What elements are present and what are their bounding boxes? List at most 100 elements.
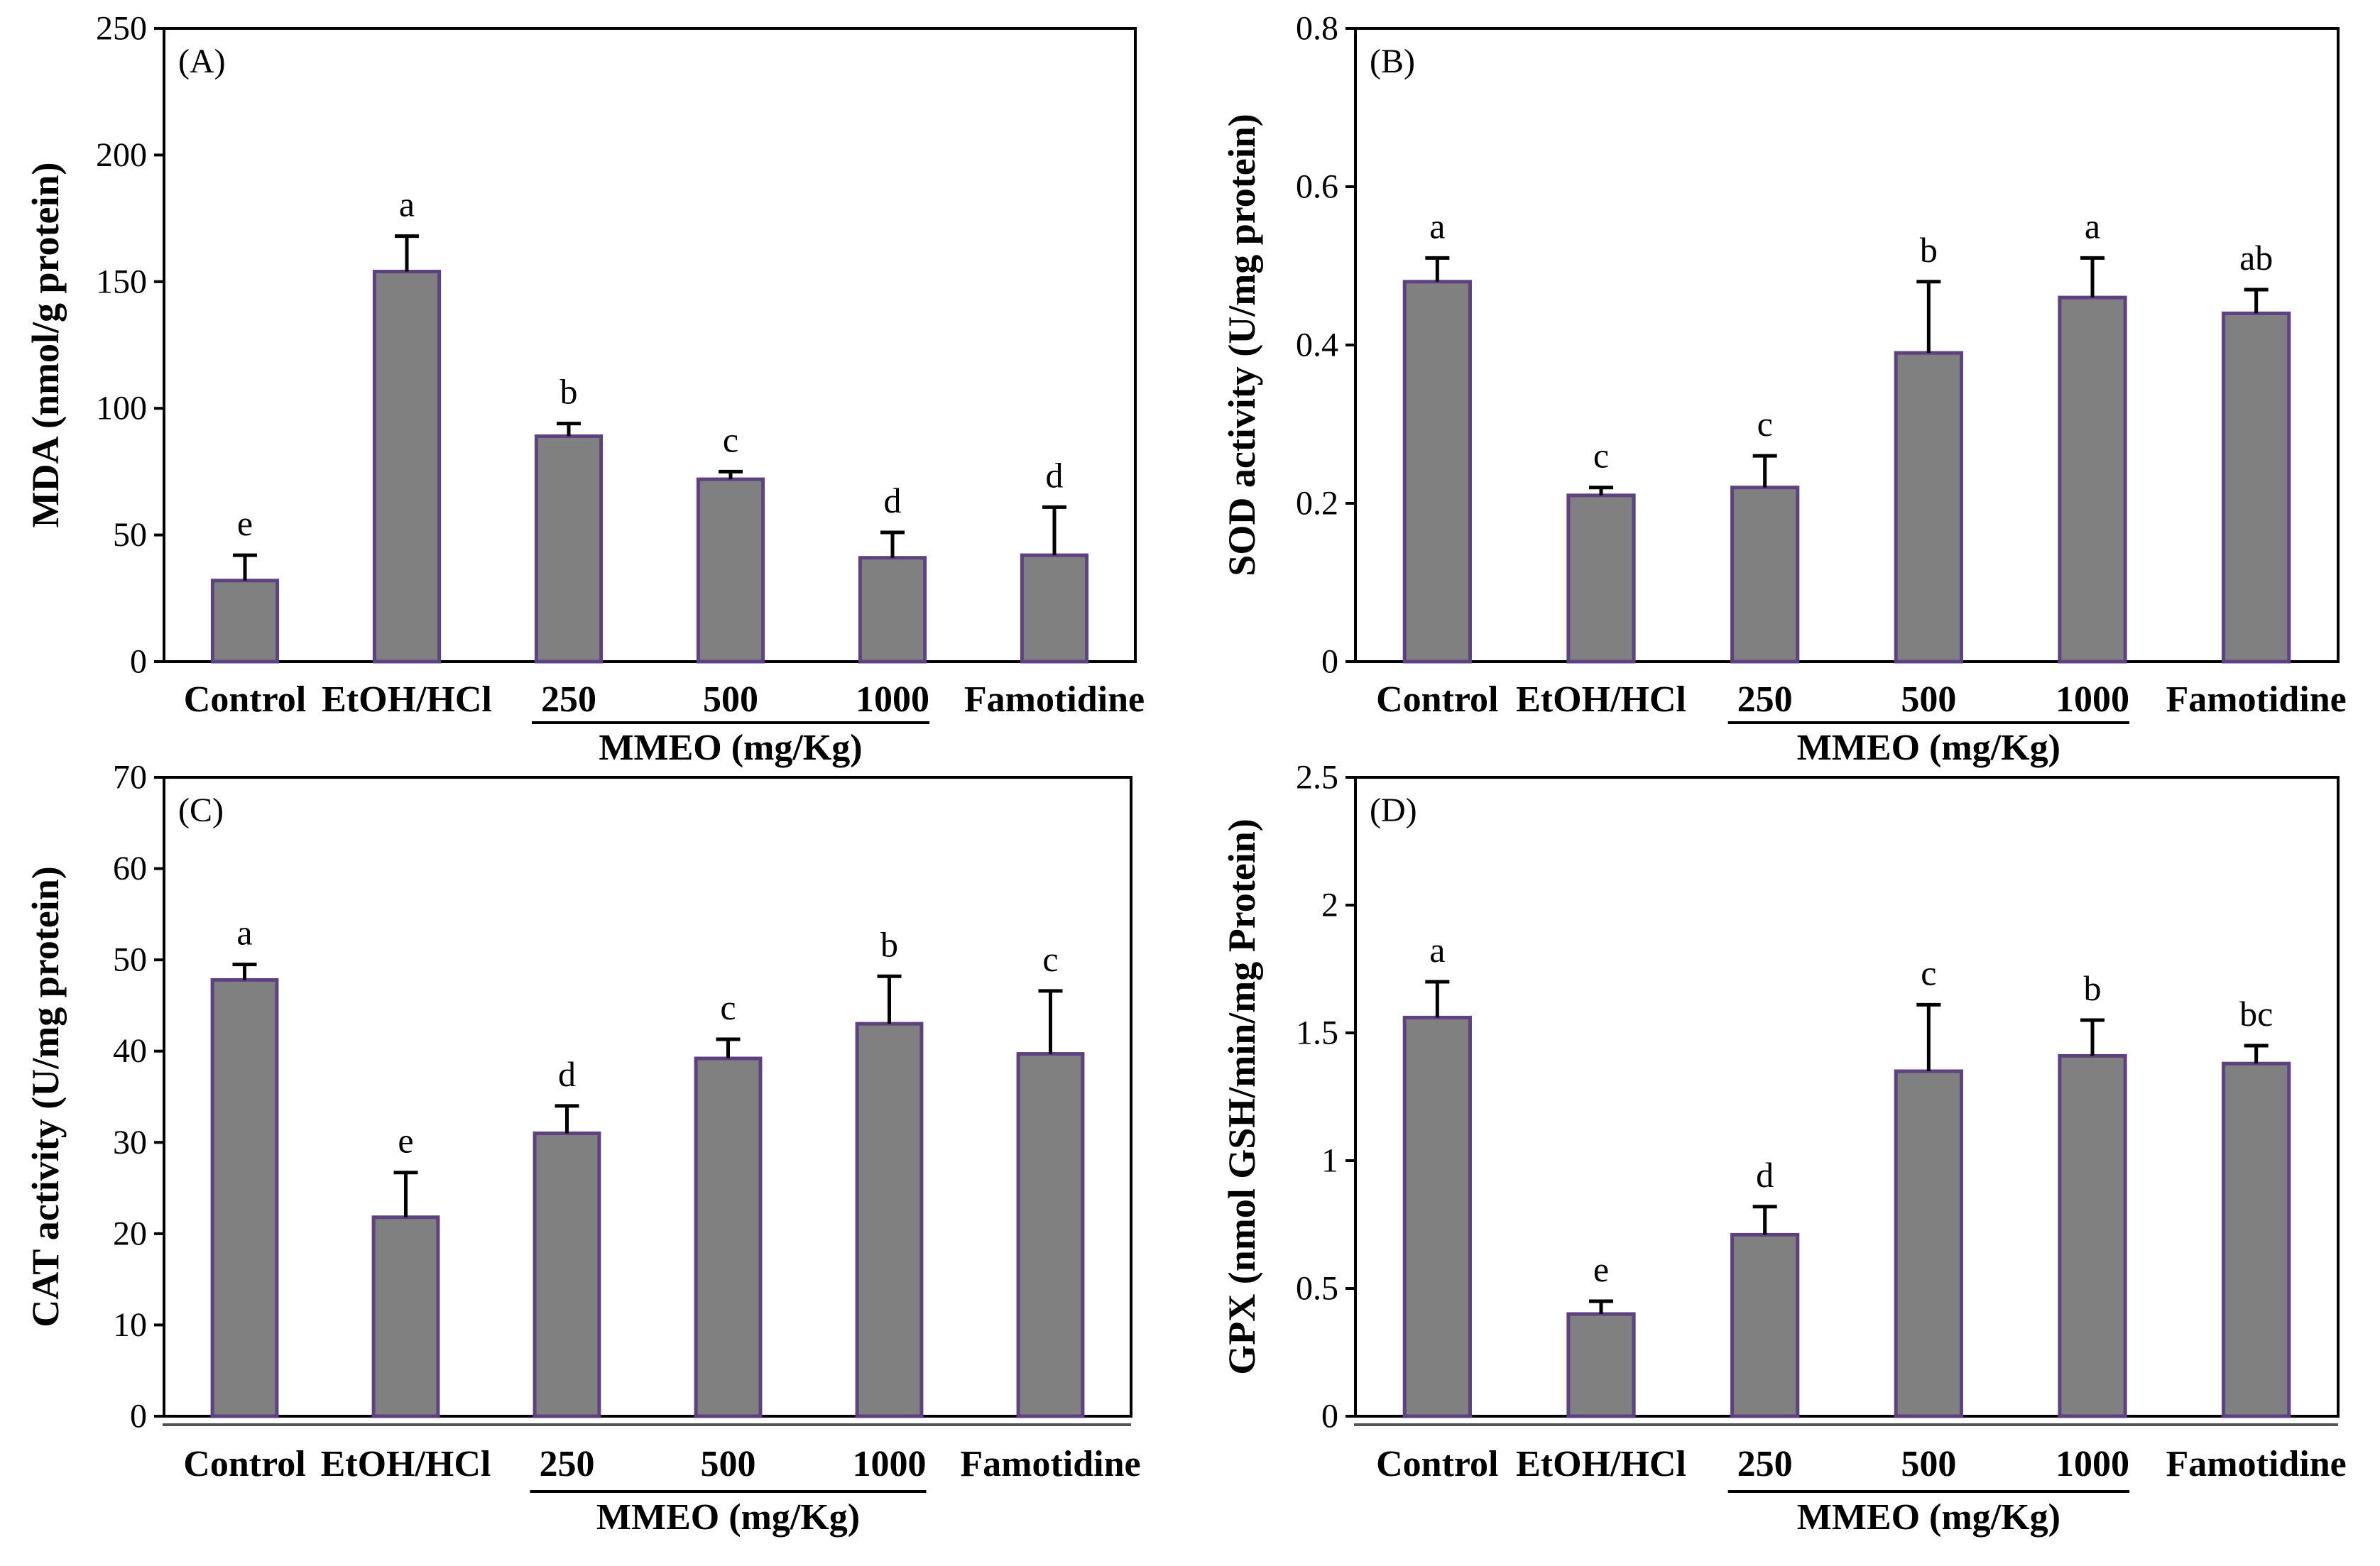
x-tick-label-d-500: 500 (1901, 1444, 1956, 1484)
bar-b-500 (1894, 351, 1963, 664)
sig-letter-d-500: c (1921, 953, 1936, 992)
y-tick-label-b-0-6: 0.6 (1296, 168, 1338, 206)
y-tick-label-d-0-5: 0.5 (1296, 1270, 1338, 1308)
sig-letter-d-1000: b (2084, 968, 2102, 1008)
y-tick-label-a-250: 250 (96, 10, 147, 48)
x-tick-label-c-250: 250 (540, 1444, 595, 1484)
bar-d-1000 (2058, 1053, 2127, 1418)
y-tick-label-d-2: 2 (1321, 887, 1338, 924)
bar-d-250 (1730, 1232, 1800, 1418)
panel-a: 0 50 100 150 200 250 MDA (nmol/g protein) (A) e C… (24, 10, 1145, 769)
y-tick-label-a-150: 150 (96, 263, 147, 300)
sig-letter-a-control: e (237, 503, 253, 543)
sig-letter-a-1000: d (884, 481, 902, 520)
plot-frame-d (1354, 776, 2340, 1418)
sig-letter-d-etoh-hcl: e (1593, 1249, 1609, 1289)
x-tick-label-b-control: Control (1376, 679, 1498, 720)
bar-c-etoh-hcl (371, 1215, 440, 1418)
y-tick-label-a-50: 50 (113, 516, 147, 554)
y-tick-label-c-50: 50 (113, 941, 147, 979)
y-tick-label-a-100: 100 (96, 390, 147, 427)
bar-a-250 (534, 434, 604, 664)
y-tick-label-b-0: 0 (1321, 643, 1338, 681)
panel-label-a: (A) (178, 43, 226, 80)
bar-d-500 (1894, 1069, 1963, 1418)
y-tick-label-c-40: 40 (113, 1032, 147, 1070)
y-tick-label-c-30: 30 (113, 1124, 147, 1161)
y-tick-label-c-10: 10 (113, 1306, 147, 1344)
sig-letter-c-control: a (236, 913, 252, 953)
bar-d-control (1402, 1015, 1472, 1418)
x-tick-label-b-1000: 1000 (2056, 679, 2129, 720)
x-tick-label-b-etoh-hcl: EtOH/HCl (1516, 679, 1686, 720)
x-tick-label-c-500: 500 (701, 1444, 756, 1484)
y-tick-label-d-1: 1 (1321, 1142, 1338, 1180)
sig-letter-a-250: b (560, 372, 578, 412)
x-tick-label-b-famotidine: Famotidine (2166, 679, 2347, 720)
sig-letter-a-etoh-hcl: a (399, 185, 415, 224)
x-tick-label-a-250: 250 (541, 679, 596, 720)
sig-letter-a-500: c (723, 420, 738, 459)
bar-c-250 (533, 1131, 601, 1418)
bar-a-500 (696, 477, 765, 664)
bar-b-250 (1730, 486, 1800, 664)
x-tick-label-a-famotidine: Famotidine (964, 679, 1145, 720)
x-tick-label-a-1000: 1000 (856, 679, 929, 720)
y-tick-label-c-0: 0 (130, 1398, 147, 1435)
x-tick-label-c-control: Control (183, 1444, 305, 1484)
x-tick-label-d-famotidine: Famotidine (2166, 1444, 2347, 1484)
sig-letter-b-control: a (1429, 206, 1445, 246)
y-tick-label-d-2-5: 2.5 (1296, 759, 1338, 796)
bar-a-1000 (858, 556, 927, 664)
bar-d-famotidine (2222, 1061, 2291, 1418)
y-axis-label-d: GPX (nmol GSH/min/mg Protein) (1221, 818, 1263, 1374)
sig-letter-b-famotidine: ab (2239, 238, 2273, 278)
y-tick-label-a-0: 0 (130, 643, 147, 681)
group-label-c: MMEO (mg/Kg) (596, 1497, 860, 1538)
panel-label-c: (C) (178, 792, 224, 829)
sig-letter-b-1000: a (2085, 206, 2100, 246)
sig-letter-c-1000: b (880, 924, 898, 964)
sig-letter-b-250: c (1757, 404, 1773, 444)
plot-frame-c (163, 776, 1132, 1418)
sig-letter-c-500: c (720, 987, 736, 1027)
bar-c-1000 (855, 1022, 924, 1418)
y-tick-label-c-60: 60 (113, 850, 147, 887)
x-tick-label-d-250: 250 (1737, 1444, 1793, 1484)
bar-a-famotidine (1020, 553, 1089, 664)
panel-d: 0 0.5 1 1.5 2 2.5 GPX (nmol GSH/min/mg Protein… (1221, 759, 2347, 1538)
plot-frame-a (163, 27, 1137, 663)
y-tick-label-b-0-2: 0.2 (1296, 485, 1338, 522)
y-tick-label-d-0: 0 (1321, 1398, 1338, 1435)
bar-c-famotidine (1016, 1052, 1085, 1418)
sig-letter-d-control: a (1429, 930, 1445, 970)
x-tick-label-a-control: Control (184, 679, 306, 720)
x-tick-label-c-etoh-hcl: EtOH/HCl (321, 1444, 491, 1484)
bar-d-etoh-hcl (1566, 1312, 1636, 1418)
x-tick-label-d-control: Control (1376, 1444, 1498, 1484)
bar-b-famotidine (2222, 311, 2291, 664)
y-axis-label-b: SOD activity (U/mg protein) (1221, 114, 1263, 576)
y-axis-label-c: CAT activity (U/mg protein) (24, 866, 67, 1327)
y-tick-label-a-200: 200 (96, 136, 147, 174)
x-tick-label-d-1000: 1000 (2056, 1444, 2129, 1484)
group-label-d: MMEO (mg/Kg) (1797, 1497, 2060, 1538)
bar-c-control (210, 978, 279, 1418)
y-tick-label-c-70: 70 (113, 759, 147, 796)
y-axis-label-a: MDA (nmol/g protein) (24, 163, 67, 528)
bar-c-500 (694, 1056, 763, 1418)
bar-b-etoh-hcl (1566, 493, 1636, 664)
panel-c: 0 10 20 30 40 50 60 70 CAT activity (U/mg protei… (24, 759, 1141, 1538)
sig-letter-b-etoh-hcl: c (1593, 436, 1609, 476)
x-tick-label-d-etoh-hcl: EtOH/HCl (1516, 1444, 1686, 1484)
sig-letter-d-famotidine: bc (2239, 994, 2273, 1034)
bar-b-control (1402, 280, 1472, 664)
x-tick-label-b-500: 500 (1901, 679, 1956, 720)
sig-letter-d-250: d (1756, 1155, 1774, 1195)
bar-b-1000 (2058, 295, 2127, 664)
bar-a-control (210, 579, 280, 664)
sig-letter-c-250: d (558, 1054, 576, 1094)
panel-b: 0 0.2 0.4 0.6 0.8 SOD activity (U/mg protein)… (1221, 10, 2347, 769)
sig-letter-c-etoh-hcl: e (398, 1121, 413, 1161)
